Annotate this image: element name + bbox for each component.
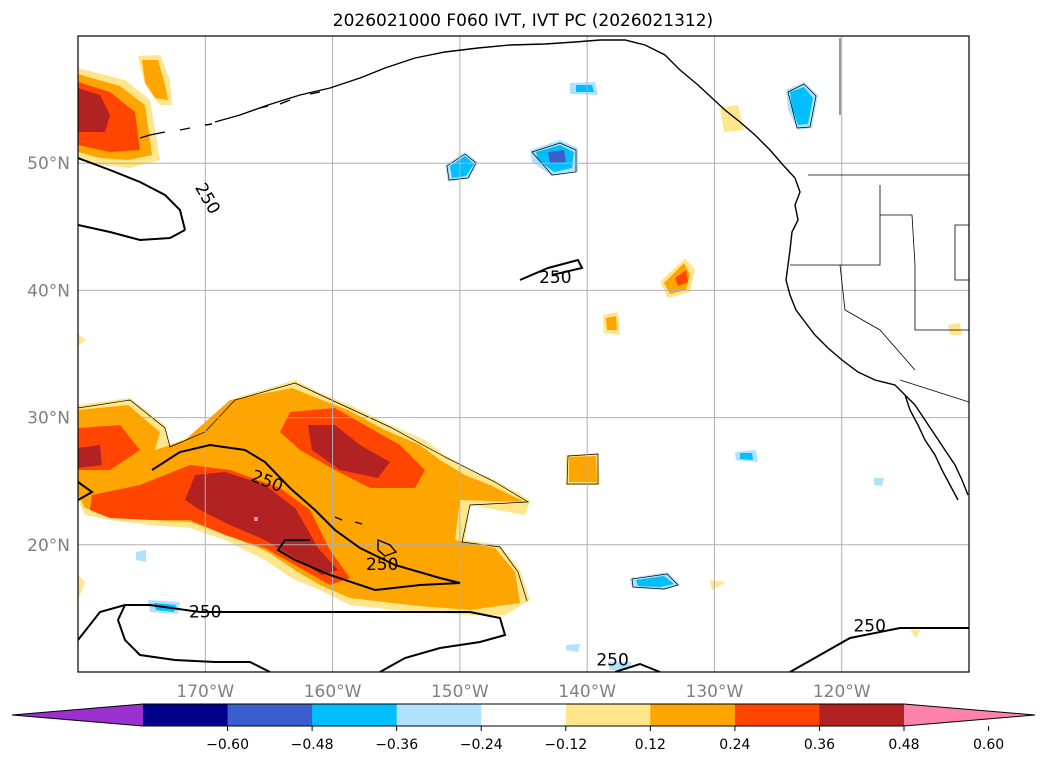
colorbar-tick-label: −0.36 (375, 737, 418, 753)
contour-label: 250 (596, 651, 628, 671)
colorbar-bin (396, 704, 482, 726)
contour-nw (78, 157, 186, 242)
plume-darkred (78, 425, 390, 575)
colorbar-tick-label: 0.48 (888, 737, 919, 753)
grid-lines (78, 36, 969, 672)
shading-outlines (78, 83, 817, 602)
colorbar-tick-label: 0.60 (973, 737, 1004, 753)
colorbar-bin (650, 704, 736, 726)
pos-pink (254, 517, 258, 521)
colorbar-bin (143, 704, 229, 726)
neg-royal (548, 150, 566, 163)
lon-tick-label: 130°W (686, 682, 744, 702)
colorbar-bin (312, 704, 398, 726)
contour-label: 250 (189, 602, 221, 622)
contour-sw (614, 662, 661, 672)
colorbar-tick-label: −0.48 (291, 737, 334, 753)
colorbar-tick-label: −0.60 (206, 737, 249, 753)
contour-label: 250 (853, 616, 885, 636)
nw-darkred (78, 88, 110, 132)
contour-south (78, 604, 507, 672)
lat-tick-label: 30°N (27, 409, 70, 429)
colorbar-tick-label: −0.24 (460, 737, 503, 753)
colorbar-tick-label: 0.12 (635, 737, 666, 753)
blob-red-1 (675, 270, 688, 286)
colorbar-bin (481, 704, 567, 726)
lon-tick-label: 160°W (304, 682, 362, 702)
lat-tick-label: 20°N (27, 536, 70, 556)
coastlines (139, 39, 969, 557)
contour-label: 250 (366, 555, 398, 575)
colorbar-bin (227, 704, 313, 726)
blob-orange-2 (569, 316, 617, 482)
lat-tick-label: 40°N (27, 281, 70, 301)
colorbar-tick-label: 0.24 (719, 737, 750, 753)
colorbar-bin (565, 704, 651, 726)
political-boundaries (790, 38, 969, 403)
lat-tick-label: 50°N (27, 154, 70, 174)
colorbar-extend-low (12, 704, 143, 726)
aleutians (139, 91, 321, 139)
pnw-coast (785, 177, 969, 496)
lon-tick-label: 120°W (813, 682, 871, 702)
colorbar-bin (819, 704, 905, 726)
colorbar-tick-label: 0.36 (804, 737, 835, 753)
hawaii (334, 516, 398, 557)
colorbar-extend-high (904, 704, 1035, 726)
colorbar-bin (734, 704, 820, 726)
lon-tick-label: 170°W (176, 682, 234, 702)
contour-label: 250 (539, 268, 571, 288)
baja (904, 394, 959, 501)
contour-se (789, 627, 969, 672)
latitude-labels: 20°N 30°N 40°N 50°N (27, 154, 70, 556)
alaska-coast (214, 39, 796, 179)
ocean-background (78, 36, 969, 672)
colorbar: −0.60 −0.48 −0.36 −0.24 −0.12 0.12 0.24 0.36 0.4… (11, 703, 1036, 753)
colorbar-tick-label: −0.12 (544, 737, 587, 753)
lon-tick-label: 150°W (431, 682, 489, 702)
contour-mid (519, 258, 584, 281)
figure-title: 2026021000 F060 IVT, IVT PC (2026021312) (333, 11, 713, 31)
contour-plume (78, 443, 461, 592)
ivt-250-contours (78, 157, 969, 672)
lon-tick-label: 140°W (558, 682, 616, 702)
longitude-labels: 170°W 160°W 150°W 140°W 130°W 120°W (176, 682, 870, 702)
map-frame (77, 35, 970, 673)
